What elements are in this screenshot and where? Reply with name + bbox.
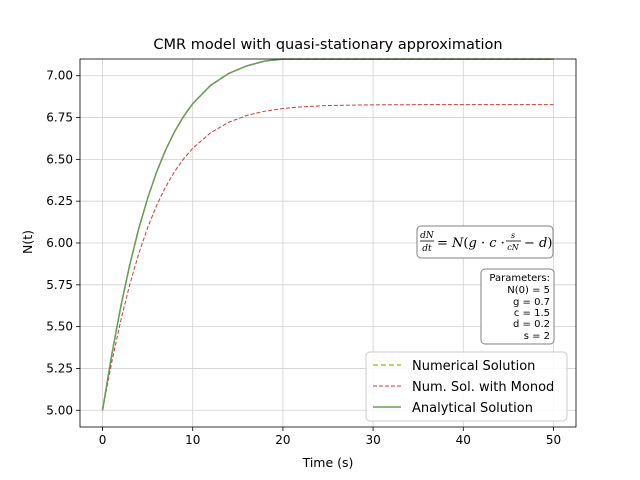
y-tick-label: 6.50 (46, 152, 73, 166)
svg-text:cN: cN (507, 243, 519, 252)
x-tick-label: 50 (546, 433, 561, 447)
legend-label-numerical: Numerical Solution (412, 359, 535, 374)
svg-text:dt: dt (422, 244, 432, 254)
svg-text:− d): − d) (524, 236, 552, 251)
x-tick-label: 10 (185, 433, 200, 447)
y-tick-label: 5.25 (46, 361, 73, 375)
series-line-1 (102, 104, 554, 411)
legend: Numerical Solution Num. Sol. with Monod … (365, 351, 568, 422)
y-tick-label: 7.00 (46, 69, 73, 83)
x-tick-label: 20 (275, 433, 290, 447)
params-title: Parameters: (489, 273, 550, 284)
x-tick-label: 40 (456, 433, 471, 447)
param-n0: N(0) = 5 (507, 285, 550, 296)
y-tick-label: 6.00 (46, 236, 73, 250)
chart-title: CMR model with quasi-stationary approxim… (153, 37, 502, 53)
y-tick-label: 5.50 (46, 320, 73, 334)
y-tick-label: 6.25 (46, 194, 73, 208)
equation-box: dN dt = N(g · c · s cN − d) (416, 225, 554, 259)
x-axis-label: Time (s) (302, 455, 354, 470)
param-g: g = 0.7 (513, 297, 550, 308)
svg-text:dN: dN (420, 231, 435, 241)
parameters-box: Parameters: N(0) = 5 g = 0.7 c = 1.5 d =… (480, 268, 555, 345)
y-tick-label: 5.00 (46, 403, 73, 417)
param-d: d = 0.2 (513, 319, 550, 330)
y-tick-label: 5.75 (46, 278, 73, 292)
svg-text:s: s (511, 231, 515, 240)
x-tick-label: 30 (365, 433, 380, 447)
legend-label-analytical: Analytical Solution (412, 401, 533, 416)
equation: dN dt = N(g · c · s cN − d) (420, 231, 552, 254)
y-axis-label: N(t) (20, 230, 35, 254)
legend-label-monod: Num. Sol. with Monod (412, 380, 554, 395)
ticks: 0 10 20 30 40 50 5.00 5.25 5.50 5.75 6.00 6.25 6.50 6… (46, 69, 561, 447)
param-s: s = 2 (524, 331, 550, 342)
param-c: c = 1.5 (514, 308, 550, 319)
svg-text:= N(g · c ·: = N(g · c · (437, 236, 505, 251)
y-tick-label: 6.75 (46, 111, 73, 125)
x-tick-label: 0 (99, 433, 107, 447)
